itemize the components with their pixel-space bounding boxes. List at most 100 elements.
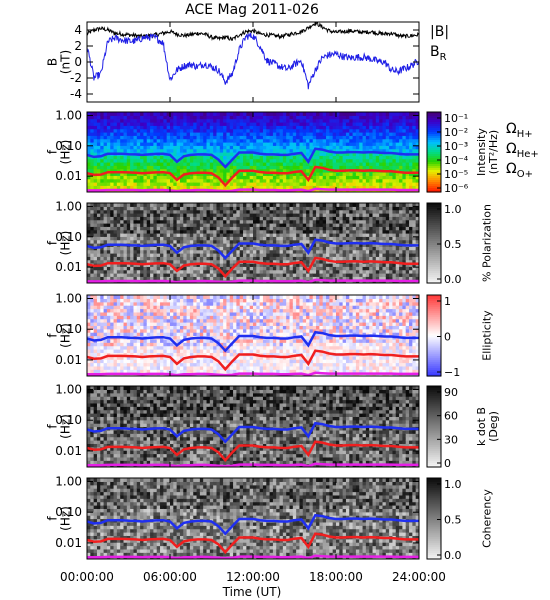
spectrogram-cell <box>173 223 178 227</box>
spectrogram-cell <box>306 155 311 160</box>
spectrogram-cell <box>133 226 138 231</box>
spectrogram-cell <box>286 185 291 190</box>
spectrogram-cell <box>289 155 294 160</box>
spectrogram-cell <box>282 266 287 271</box>
spectrogram-cell <box>206 249 211 254</box>
spectrogram-cell <box>282 223 287 227</box>
spectrogram-cell <box>272 206 277 211</box>
spectrogram-cell <box>332 185 337 190</box>
spectrogram-cell <box>262 122 267 126</box>
spectrogram-cell <box>405 172 410 176</box>
spectrogram-cell <box>382 142 387 146</box>
spectrogram-cell <box>412 142 417 146</box>
spectrogram-cell <box>349 135 354 140</box>
spectrogram-cell <box>179 158 184 163</box>
spectrogram-cell <box>355 175 360 180</box>
spectrogram-cell <box>269 142 274 146</box>
spectrogram-cell <box>292 145 297 150</box>
spectrogram-cell <box>229 145 234 150</box>
spectrogram-cell <box>136 155 141 160</box>
spectrogram-cell <box>110 223 115 227</box>
spectrogram-cell <box>359 263 364 267</box>
spectrogram-cell <box>87 125 91 130</box>
spectrogram-cell <box>153 135 158 140</box>
spectrogram-cell <box>375 263 380 267</box>
spectrogram-cell <box>279 229 284 234</box>
spectrogram-cell <box>133 118 138 123</box>
spectrogram-cell <box>179 276 184 281</box>
spectrogram-cell <box>253 128 257 133</box>
spectrogram-cell <box>409 135 413 140</box>
spectrogram-cell <box>402 145 407 150</box>
spectrogram-cell <box>389 246 394 251</box>
colorbar-segment <box>427 144 441 147</box>
spectrogram-cell <box>150 135 154 140</box>
spectrogram-cell <box>156 178 161 183</box>
spectrogram-cell <box>113 115 118 120</box>
spectrogram-cell <box>359 138 364 143</box>
spectrogram-cell <box>276 229 281 234</box>
spectrogram-cell <box>326 269 330 274</box>
spectrogram-cell <box>219 142 224 146</box>
spectrogram-cell <box>322 263 327 267</box>
spectrogram-cell <box>199 168 204 173</box>
spectrogram-cell <box>349 273 354 277</box>
spectrogram-cell <box>312 249 317 254</box>
spectrogram-cell <box>332 213 337 217</box>
spectrogram-cell <box>223 213 228 217</box>
spectrogram-cell <box>233 236 237 241</box>
spectrogram-cell <box>123 246 128 251</box>
spectrogram-cell <box>316 233 320 237</box>
spectrogram-cell <box>170 162 174 166</box>
spectrogram-cell <box>415 125 419 130</box>
spectrogram-cell <box>296 185 301 190</box>
spectrogram-cell <box>166 249 171 254</box>
spectrogram-cell <box>312 236 317 241</box>
spectrogram-cell <box>415 266 419 271</box>
spectrogram-cell <box>385 276 390 281</box>
spectrogram-cell <box>253 185 257 190</box>
spectrogram-cell <box>110 165 115 170</box>
spectrogram-cell <box>306 142 311 146</box>
spectrogram-cell <box>196 253 201 257</box>
spectrogram-cell <box>369 122 374 126</box>
spectrogram-cell <box>173 115 178 120</box>
spectrogram-cell <box>206 112 211 116</box>
spectrogram-cell <box>120 276 125 281</box>
spectrogram-cell <box>216 185 221 190</box>
spectrogram-cell <box>120 233 125 237</box>
spectrogram-cell <box>193 276 198 281</box>
spectrogram-cell <box>345 246 350 251</box>
spectrogram-cell <box>292 236 297 241</box>
spectrogram-cell <box>189 182 194 186</box>
spectrogram-cell <box>203 233 208 237</box>
spectrogram-cell <box>229 206 234 211</box>
spectrogram-cell <box>236 155 241 160</box>
spectrogram-cell <box>289 213 294 217</box>
spectrogram-cell <box>133 223 138 227</box>
spectrogram-cell <box>402 168 407 173</box>
spectrogram-cell <box>309 273 314 277</box>
spectrogram-cell <box>312 233 317 237</box>
spectrogram-cell <box>136 229 141 234</box>
spectrogram-cell <box>96 115 101 120</box>
spectrogram-cell <box>133 165 138 170</box>
spectrogram-cell <box>123 125 128 130</box>
spectrogram-cell <box>355 115 360 120</box>
spectrogram-cell <box>133 138 138 143</box>
h-plus-line <box>87 147 419 169</box>
spectrogram-cell <box>402 226 407 231</box>
spectrogram-cell <box>292 122 297 126</box>
spectrogram-cell <box>170 233 174 237</box>
spectrogram-cell <box>176 178 181 183</box>
spectrogram-cell <box>302 125 307 130</box>
spectrogram-cell <box>302 145 307 150</box>
spectrogram-cell <box>345 229 350 234</box>
colorbar: 1.00.50.0% Polarization <box>426 202 493 286</box>
spectrogram-cell <box>213 115 218 120</box>
spectrogram-cell <box>123 223 128 227</box>
spectrogram-cell <box>173 229 178 234</box>
spectrogram-cell <box>239 155 244 160</box>
y-tick-label: 4 <box>74 23 82 37</box>
spectrogram-cell <box>126 178 131 183</box>
